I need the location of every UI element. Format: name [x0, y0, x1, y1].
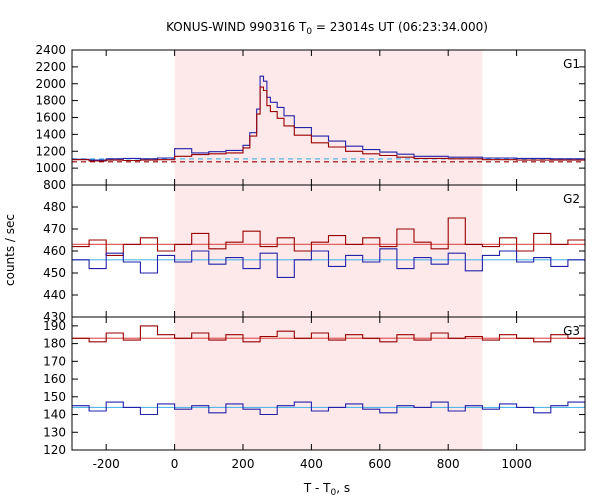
y-tick-label: 2400	[35, 43, 66, 57]
series-line-g3-1	[72, 401, 586, 416]
y-tick-label: 1600	[35, 111, 66, 125]
series-line-g1-1	[72, 86, 586, 162]
y-tick-label: 450	[43, 266, 66, 280]
panel-label-g1: G1	[563, 57, 580, 71]
y-tick-label: 1200	[35, 144, 66, 158]
y-tick-label: 1800	[35, 94, 66, 108]
series-line-g1-0	[72, 75, 586, 161]
y-axis-label: counts / sec	[3, 214, 17, 286]
x-tick-label: 200	[232, 457, 255, 471]
panel-label-g2: G2	[563, 192, 580, 206]
y-tick-label: 2000	[35, 77, 66, 91]
y-tick-label: 2200	[35, 60, 66, 74]
y-tick-label: 120	[43, 443, 66, 457]
y-tick-label: 1400	[35, 127, 66, 141]
panels-group: G180010001200140016001800200022002400G24…	[35, 43, 586, 471]
y-tick-label: 170	[43, 354, 66, 368]
panel-label-g3: G3	[563, 324, 580, 338]
x-tick-label: 0	[171, 457, 179, 471]
y-tick-label: 140	[43, 408, 66, 422]
series-line-g2-0	[72, 217, 586, 256]
y-tick-label: 470	[43, 222, 66, 236]
y-tick-label: 460	[43, 244, 66, 258]
x-tick-label: 600	[368, 457, 391, 471]
y-tick-label: 160	[43, 372, 66, 386]
panel-frame-g3	[71, 316, 586, 451]
series-line-g2-1	[72, 248, 586, 278]
x-tick-label: -200	[93, 457, 120, 471]
x-tick-label: 400	[300, 457, 323, 471]
y-tick-label: 440	[43, 288, 66, 302]
x-tick-label: 1000	[501, 457, 532, 471]
y-tick-label: 130	[43, 425, 66, 439]
chart-title: KONUS-WIND 990316 T0 = 23014s UT (06:23:…	[166, 20, 488, 37]
series-line-g3-0	[72, 325, 586, 343]
y-tick-label: 1000	[35, 161, 66, 175]
y-tick-label: 190	[43, 319, 66, 333]
y-tick-label: 150	[43, 390, 66, 404]
y-tick-label: 480	[43, 200, 66, 214]
y-tick-label: 180	[43, 337, 66, 351]
y-tick-label: 800	[43, 178, 66, 192]
highlight-region-g1	[174, 50, 483, 185]
x-tick-label: 800	[437, 457, 460, 471]
x-axis-label: T - T0, s	[303, 481, 350, 498]
y-tick-label: 430	[43, 310, 66, 324]
